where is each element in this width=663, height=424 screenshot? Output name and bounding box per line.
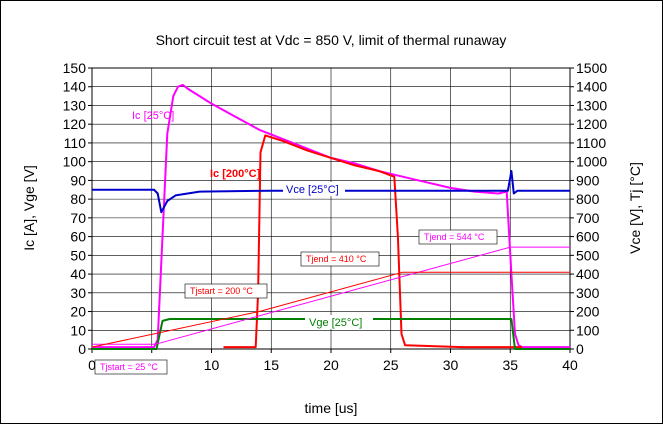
- chart-title: Short circuit test at Vdc = 850 V, limit…: [156, 32, 507, 48]
- label-vce: Vce [25°C]: [286, 184, 339, 196]
- y-tick-label-right: 0: [576, 341, 584, 357]
- box-tjend410: [300, 251, 380, 267]
- label-vce-box: [283, 182, 345, 196]
- y-tick-label-left: 40: [70, 266, 86, 282]
- y-tick-label-right: 300: [576, 285, 600, 301]
- y-tick-label-left: 150: [63, 60, 87, 76]
- y-axis-label-right: Vce [V], Tj [°C]: [627, 162, 643, 254]
- x-axis-label: time [us]: [305, 400, 358, 416]
- series-line-vge-25-c: [92, 318, 570, 350]
- y-tick-label-right: 1300: [576, 97, 607, 113]
- x-tick-label: 20: [323, 357, 339, 373]
- y-tick-label-left: 110: [64, 135, 87, 151]
- label-vge: Vge [25°C]: [309, 317, 362, 329]
- y-tick-label-right: 700: [576, 210, 600, 226]
- label-tjend410: Tjend = 410 °C: [306, 254, 367, 264]
- label-tjend544: Tjend = 544 °C: [424, 232, 485, 242]
- box-tjend544: [418, 229, 498, 245]
- y-tick-label-right: 1200: [576, 116, 607, 132]
- ticks: 0102030405060708090100110120130140150010…: [63, 60, 608, 373]
- series-line-tj-200-c: [91, 271, 570, 348]
- y-tick-label-right: 400: [576, 266, 600, 282]
- y-tick-label-right: 1000: [576, 154, 607, 170]
- series-line-tj-25-c: [92, 246, 570, 345]
- y-tick-label-right: 800: [576, 191, 600, 207]
- y-tick-label-left: 100: [63, 154, 87, 170]
- y-tick-label-left: 60: [70, 229, 86, 245]
- label-tjstart200: Tjstart = 200 °C: [190, 286, 253, 296]
- label-ic200: Ic [200°C]: [210, 168, 261, 180]
- y-tick-label-left: 130: [63, 97, 87, 113]
- y-tick-label-left: 140: [63, 79, 87, 95]
- x-tick-label: 10: [204, 357, 220, 373]
- x-tick-label: 30: [443, 357, 459, 373]
- box-tjstart25: [94, 359, 168, 375]
- label-tjstart25: Tjstart = 25 °C: [100, 362, 158, 372]
- y-tick-label-left: 30: [70, 285, 86, 301]
- y-tick-label-right: 1500: [576, 60, 607, 76]
- x-tick-label: 25: [383, 357, 399, 373]
- x-tick-label: 35: [502, 357, 518, 373]
- box-tjstart200: [184, 283, 268, 299]
- y-axis-label-left: Ic [A], Vge [V]: [21, 165, 37, 251]
- series-line-ic-200-c: [223, 134, 523, 349]
- y-tick-label-left: 10: [70, 322, 86, 338]
- y-tick-label-right: 600: [576, 229, 600, 245]
- label-vge-box: [305, 315, 373, 329]
- y-tick-label-right: 1100: [576, 135, 606, 151]
- x-tick-label: 15: [263, 357, 279, 373]
- y-tick-label-right: 200: [576, 304, 600, 320]
- y-tick-label-right: 1400: [576, 79, 607, 95]
- y-tick-label-left: 120: [63, 116, 87, 132]
- y-tick-label-left: 0: [78, 341, 86, 357]
- y-tick-label-right: 900: [576, 172, 600, 188]
- y-tick-label-right: 100: [576, 322, 600, 338]
- y-tick-label-left: 50: [70, 247, 86, 263]
- y-tick-label-left: 80: [70, 191, 86, 207]
- y-tick-label-left: 20: [70, 304, 86, 320]
- y-tick-label-right: 500: [576, 247, 600, 263]
- y-tick-label-left: 90: [70, 172, 86, 188]
- label-ic25: Ic [25°C]: [132, 110, 174, 122]
- x-tick-label: 0: [88, 357, 96, 373]
- x-tick-label: 40: [562, 357, 578, 373]
- y-tick-label-left: 70: [70, 210, 86, 226]
